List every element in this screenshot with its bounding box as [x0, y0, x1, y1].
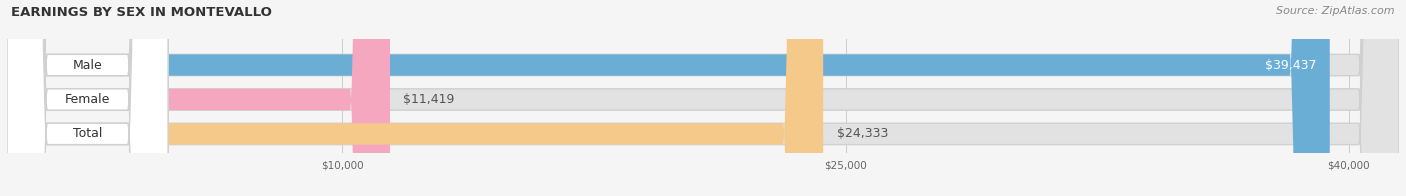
FancyBboxPatch shape: [7, 0, 169, 196]
Text: Source: ZipAtlas.com: Source: ZipAtlas.com: [1277, 6, 1395, 16]
Text: Male: Male: [73, 59, 103, 72]
FancyBboxPatch shape: [7, 0, 1399, 196]
Text: $11,419: $11,419: [404, 93, 454, 106]
Text: $39,437: $39,437: [1265, 59, 1316, 72]
Text: Female: Female: [65, 93, 110, 106]
FancyBboxPatch shape: [7, 0, 823, 196]
Text: $24,333: $24,333: [837, 127, 889, 140]
FancyBboxPatch shape: [7, 0, 169, 196]
Text: EARNINGS BY SEX IN MONTEVALLO: EARNINGS BY SEX IN MONTEVALLO: [11, 6, 273, 19]
FancyBboxPatch shape: [7, 0, 1330, 196]
Text: Total: Total: [73, 127, 103, 140]
FancyBboxPatch shape: [7, 0, 1399, 196]
FancyBboxPatch shape: [7, 0, 169, 196]
FancyBboxPatch shape: [7, 0, 389, 196]
FancyBboxPatch shape: [7, 0, 1399, 196]
